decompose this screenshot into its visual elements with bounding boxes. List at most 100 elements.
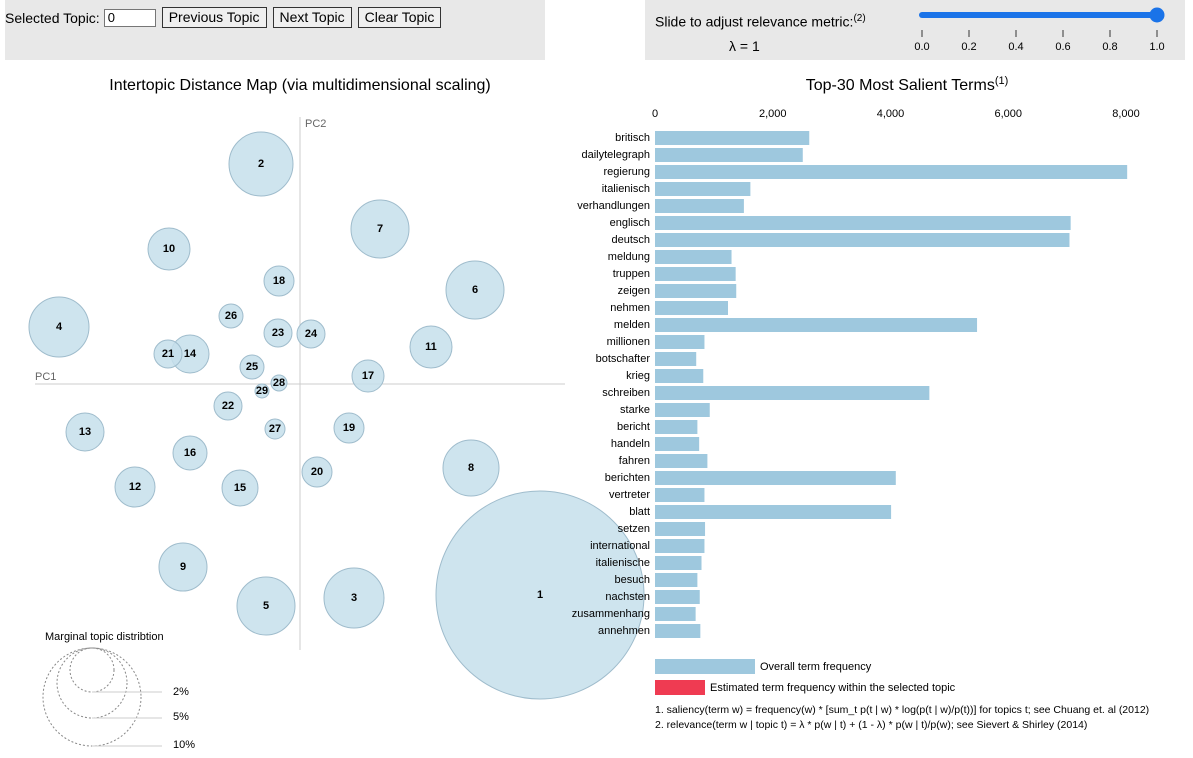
- term-label: nehmen: [610, 302, 650, 314]
- term-bar-dailytelegraph[interactable]: [655, 148, 803, 162]
- topic-bubble-15[interactable]: [221, 469, 259, 507]
- term-bar-millionen[interactable]: [655, 335, 705, 349]
- relevance-control-panel: [645, 0, 1185, 60]
- topic-bubble-6[interactable]: [445, 260, 505, 320]
- term-bar-zeigen[interactable]: [655, 284, 737, 298]
- term-bar-vertreter[interactable]: [655, 488, 705, 502]
- term-bar-setzen[interactable]: [655, 522, 706, 536]
- topic-bubble-29[interactable]: [254, 383, 270, 399]
- term-bar-melden[interactable]: [655, 318, 978, 332]
- slider-tick-label: 0.6: [1055, 41, 1070, 53]
- term-bar-handeln[interactable]: [655, 437, 700, 451]
- term-bar-nehmen[interactable]: [655, 301, 729, 315]
- term-bar-schreiben[interactable]: [655, 386, 930, 400]
- topic-bubble-9[interactable]: [158, 542, 208, 592]
- term-bar-blatt[interactable]: [655, 505, 892, 519]
- topic-bubble-24[interactable]: [296, 319, 326, 349]
- topic-bubble-26[interactable]: [218, 303, 244, 329]
- selected-topic-label: Selected Topic:: [5, 9, 100, 26]
- term-label: annehmen: [598, 625, 650, 637]
- term-bar-nachsten[interactable]: [655, 590, 700, 604]
- term-bar-berichten[interactable]: [655, 471, 896, 485]
- term-bar-italienische[interactable]: [655, 556, 702, 570]
- term-label: handeln: [611, 438, 650, 450]
- topic-bubble-label: 16: [184, 447, 196, 459]
- term-bar-deutsch[interactable]: [655, 233, 1070, 247]
- term-bar-krieg[interactable]: [655, 369, 704, 383]
- term-label: dailytelegraph: [582, 149, 651, 161]
- term-bar-truppen[interactable]: [655, 267, 736, 281]
- relevance-slider[interactable]: 0.0 0.2 0.4 0.6 0.8 1.0: [645, 0, 1185, 60]
- term-label: setzen: [618, 523, 650, 535]
- term-label: blatt: [629, 506, 650, 518]
- topic-bubble-16[interactable]: [172, 435, 208, 471]
- term-label: nachsten: [605, 591, 650, 603]
- topic-bubble-28[interactable]: [270, 374, 288, 392]
- term-label: englisch: [610, 217, 650, 229]
- slider-thumb[interactable]: [1149, 7, 1165, 23]
- term-bar-international[interactable]: [655, 539, 705, 553]
- term-bar-botschafter[interactable]: [655, 352, 697, 366]
- topic-bubble-8[interactable]: [442, 439, 500, 497]
- topic-bubble-22[interactable]: [213, 391, 243, 421]
- term-label: besuch: [615, 574, 650, 586]
- topic-bubble-20[interactable]: [301, 456, 333, 488]
- term-label: berichten: [605, 472, 650, 484]
- term-bar-regierung[interactable]: [655, 165, 1128, 179]
- term-label: schreiben: [602, 387, 650, 399]
- topic-bubble-label: 9: [180, 561, 186, 573]
- topic-bubble-5[interactable]: [236, 576, 296, 636]
- topic-bubble-10[interactable]: [147, 227, 191, 271]
- selected-topic-input[interactable]: [103, 8, 156, 27]
- topic-bubble-label: 18: [273, 275, 285, 287]
- term-label: melden: [614, 319, 650, 331]
- marginal-legend: 2% 5% 10%: [42, 647, 195, 751]
- footnote-1: 1. saliency(term w) = frequency(w) * [su…: [655, 704, 1149, 716]
- slider-tick-label: 0.4: [1008, 41, 1023, 53]
- topic-bubble-1[interactable]: [435, 490, 645, 700]
- topic-bubble-13[interactable]: [65, 412, 105, 452]
- topic-bubble-19[interactable]: [333, 412, 365, 444]
- term-bar-annehmen[interactable]: [655, 624, 701, 638]
- topic-bubble-7[interactable]: [350, 199, 410, 259]
- term-bar-italienisch[interactable]: [655, 182, 751, 196]
- term-label: zeigen: [618, 285, 650, 297]
- pc1-label: PC1: [35, 371, 56, 383]
- previous-topic-button[interactable]: Previous Topic: [161, 7, 267, 28]
- term-bar-fahren[interactable]: [655, 454, 708, 468]
- term-bar-besuch[interactable]: [655, 573, 698, 587]
- topic-bubble-17[interactable]: [351, 359, 385, 393]
- topic-bubble-3[interactable]: [323, 567, 385, 629]
- marginal-label-5: 5%: [173, 711, 189, 723]
- topic-bubble-21[interactable]: [153, 339, 183, 369]
- topic-bubble-label: 2: [258, 158, 264, 170]
- topic-bubble-label: 5: [263, 600, 269, 612]
- topic-bubble-label: 14: [184, 348, 197, 360]
- term-label: italienisch: [602, 183, 650, 195]
- term-label: italienische: [596, 557, 650, 569]
- term-bar-meldung[interactable]: [655, 250, 732, 264]
- topic-bubble-label: 19: [343, 422, 355, 434]
- term-bar-britisch[interactable]: [655, 131, 810, 145]
- topic-bubble-18[interactable]: [263, 265, 295, 297]
- topic-bubble-12[interactable]: [114, 466, 156, 508]
- term-bar-bericht[interactable]: [655, 420, 698, 434]
- term-bar-englisch[interactable]: [655, 216, 1071, 230]
- term-bar-zusammenhang[interactable]: [655, 607, 696, 621]
- topic-bubble-4[interactable]: [28, 296, 90, 358]
- term-bar-verhandlungen[interactable]: [655, 199, 744, 213]
- topic-bubble-23[interactable]: [263, 318, 293, 348]
- topic-bubble-27[interactable]: [264, 418, 286, 440]
- topic-controls: Selected Topic: Previous Topic Next Topi…: [5, 7, 447, 28]
- next-topic-button[interactable]: Next Topic: [272, 7, 352, 28]
- clear-topic-button[interactable]: Clear Topic: [357, 7, 442, 28]
- slider-label: Slide to adjust relevance metric:(2): [655, 13, 866, 30]
- topic-bubble-11[interactable]: [409, 325, 453, 369]
- topic-bubble-label: 3: [351, 592, 357, 604]
- term-bar-starke[interactable]: [655, 403, 710, 417]
- term-label: verhandlungen: [577, 200, 650, 212]
- topic-bubble-25[interactable]: [239, 354, 265, 380]
- x-tick-label: 4,000: [877, 108, 905, 120]
- topic-bubble-label: 23: [272, 327, 284, 339]
- topic-bubble-2[interactable]: [228, 131, 294, 197]
